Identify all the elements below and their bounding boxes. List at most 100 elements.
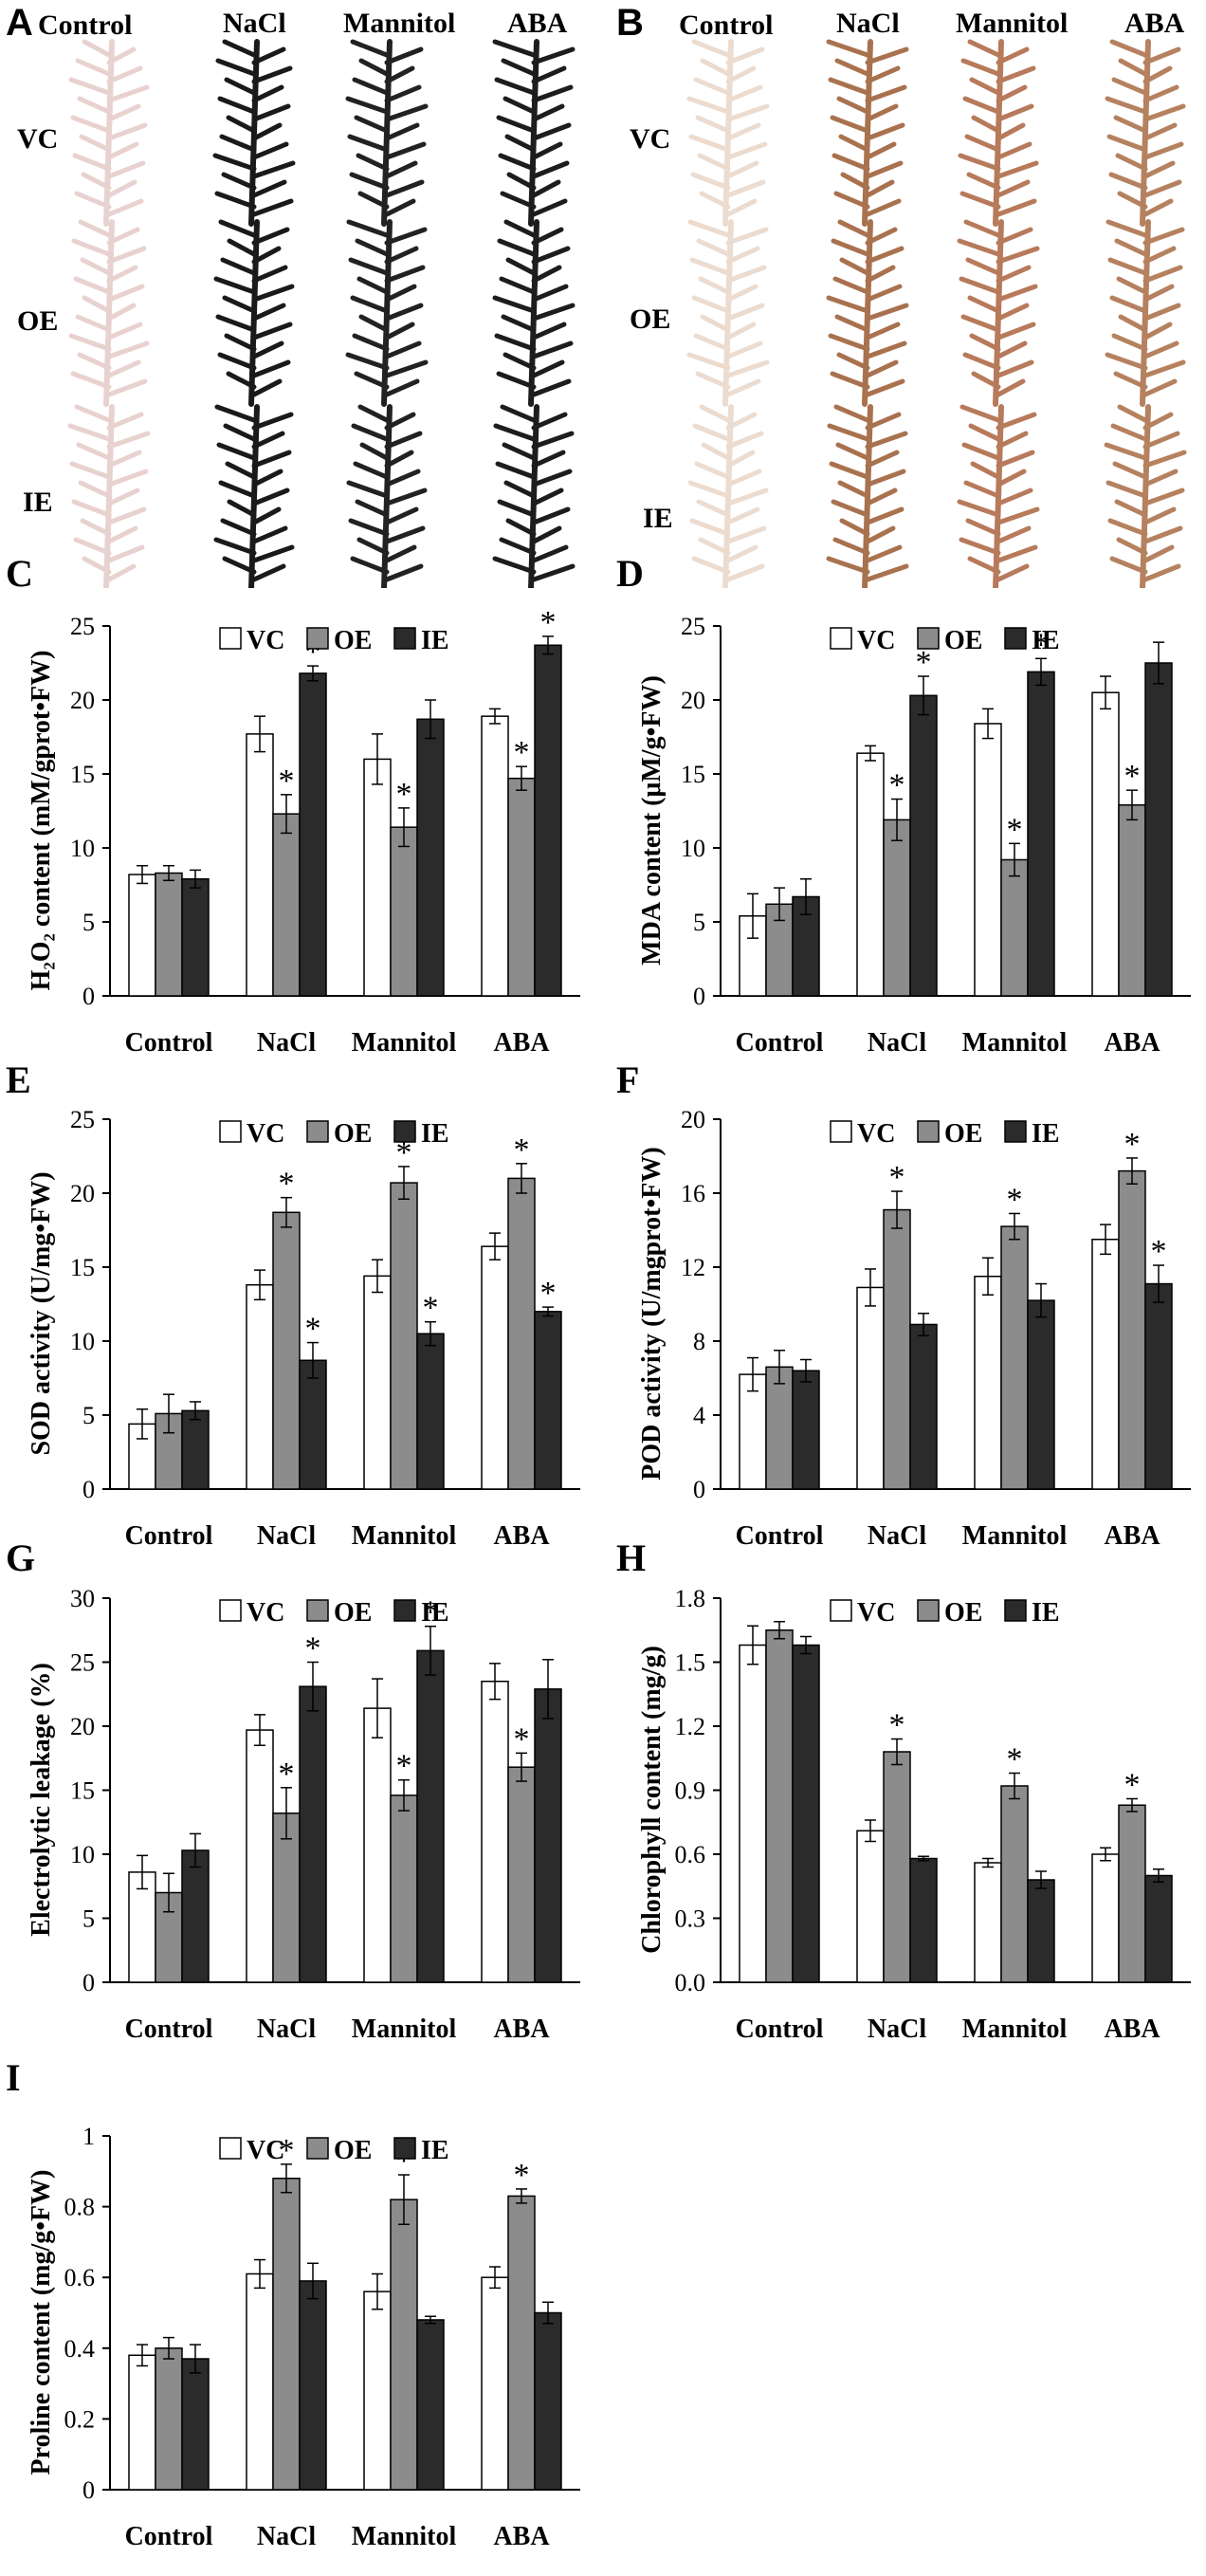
plant-B-vc-aba-leaf <box>1106 134 1148 153</box>
panel-i-letter: I <box>6 2056 21 2099</box>
plant-B-vc-control-leaf <box>725 103 770 122</box>
chart-h: H 0.0 0.3 0.6 0.9 1.2 1.5 1.8 Chlorophyll conten… <box>616 1536 1191 2044</box>
plant-B-ie-aba-leaf <box>1142 563 1181 582</box>
bar-ie-nacl <box>299 1359 327 1490</box>
plant-A-vc-nacl-leaf <box>251 179 287 198</box>
significance-star: * <box>1151 1234 1167 1269</box>
plant-A-ie-aba-leaf <box>531 563 576 582</box>
plant-A-oe-aba-leaf <box>497 238 537 257</box>
plant-A-vc-mannitol-leaf <box>384 141 427 160</box>
plant-B-vc-aba-leaf <box>1142 103 1186 122</box>
x-tick-label: Control <box>125 1028 213 1058</box>
plant-A-oe-mannitol-leaf <box>384 227 428 246</box>
significance-star: * <box>514 2158 530 2193</box>
plant-A-oe-aba-leaf <box>499 276 537 295</box>
plant-A-ie-control-leaf <box>76 442 112 461</box>
plant-A-oe-mannitol-leaf <box>350 295 390 314</box>
y-tick-label: 25 <box>70 613 95 640</box>
plant-B-ie-control-leaf <box>725 469 762 488</box>
bar-ie-mannitol <box>416 1649 445 1983</box>
plant-B-ie-control-leaf <box>698 537 731 556</box>
plant-B-vc-control-leaf <box>725 141 768 160</box>
bar-ie-nacl <box>909 1323 938 1490</box>
bar-vc-aba <box>1091 691 1120 997</box>
bar-oe-nacl <box>883 1208 911 1490</box>
significance-star: * <box>1124 1768 1141 1803</box>
plant-A-oe-aba-leaf <box>531 284 569 303</box>
plant-A-oe-mannitol-leaf <box>384 359 429 378</box>
plant-A-vc-nacl-leaf <box>212 153 257 172</box>
plant-A-ie-nacl-leaf <box>251 450 292 469</box>
plant-A-oe-aba-leaf <box>502 352 537 371</box>
plant-B-ie-mannitol-leaf <box>996 488 1033 506</box>
plant-B-vc-aba-leaf <box>1142 65 1173 84</box>
plant-A-vc-aba-leaf <box>531 141 563 160</box>
plant-B-oe-control-leaf <box>695 371 731 390</box>
plant-A-ie-control-leaf <box>106 412 144 431</box>
plant-B-vc-control-leaf <box>691 39 731 58</box>
plant-B-ie-aba-leaf <box>1142 431 1180 450</box>
plant-B-oe-control-leaf <box>725 284 758 303</box>
bar-vc-nacl <box>856 1286 885 1490</box>
plant-A-oe-control-leaf <box>106 340 150 359</box>
plant-B-oe-nacl-leaf <box>826 295 870 314</box>
plant-A-vc-aba-leaf <box>502 96 537 115</box>
plant-A-vc-mannitol-leaf <box>357 191 390 210</box>
plant-B-oe-nacl-leaf <box>834 314 870 333</box>
y-tick-label: 20 <box>70 1180 95 1207</box>
plant-B-oe-mannitol-leaf <box>963 219 1001 238</box>
plant-B-oe-nacl-leaf <box>865 265 896 284</box>
plant-B-oe-control <box>686 219 770 407</box>
legend-label-ie: IE <box>421 626 449 655</box>
plant-A-vc-nacl-leaf <box>251 198 294 217</box>
plant-A-ie-mannitol-leaf <box>355 499 390 518</box>
plant-B-vc-nacl-leaf <box>865 141 897 160</box>
y-axis-label: Chlorophyll content (mg/g) <box>637 1646 667 1954</box>
plant-A-oe-nacl-leaf <box>251 322 293 340</box>
plant-A-vc-mannitol-leaf <box>347 134 390 153</box>
plant-B-ie-mannitol-leaf <box>996 450 1035 469</box>
plant-A-oe-control-leaf <box>77 352 112 371</box>
plant-B-oe-mannitol-leaf <box>957 238 1001 257</box>
plant-B-vc-nacl <box>826 39 909 227</box>
y-tick-label: 16 <box>681 1180 705 1207</box>
legend-swatch-ie <box>1004 1599 1027 1622</box>
plant-B-vc-mannitol-leaf <box>964 134 1001 153</box>
plant-B-ie-aba <box>1104 404 1187 588</box>
significance-star: * <box>514 1721 530 1757</box>
bar-ie-nacl <box>909 694 938 997</box>
plant-A-vc-mannitol-leaf <box>384 84 422 103</box>
plant-B-vc-mannitol-leaf <box>996 141 1032 160</box>
plant-B-ie-nacl-leaf <box>827 423 870 442</box>
plant-A-vc-aba-leaf <box>492 39 537 58</box>
plant-B-vc-aba-leaf <box>1113 115 1148 134</box>
legend-label-vc: VC <box>247 626 284 655</box>
plant-A-oe-mannitol-leaf <box>384 322 415 340</box>
bar-vc-nacl <box>246 1729 274 1983</box>
plant-A-ie-nacl-leaf <box>225 461 257 480</box>
plant-B-ie-nacl-leaf <box>826 556 870 575</box>
plant-B-ie-nacl <box>826 404 909 588</box>
y-tick-label: 20 <box>681 1106 705 1133</box>
y-tick-label: 5 <box>693 909 705 936</box>
x-tick-label: Mannitol <box>962 1028 1068 1058</box>
legend-label-vc: VC <box>857 626 895 655</box>
legend-label-ie: IE <box>1032 626 1060 655</box>
plant-A-ie-aba-leaf <box>531 525 562 544</box>
plant-A-vc-nacl-leaf <box>214 191 257 210</box>
plant-A-vc-nacl-leaf <box>251 46 286 65</box>
panel-A-letter: A <box>6 2 33 44</box>
plant-A-oe-nacl-leaf <box>220 257 257 276</box>
plant-A-ie-aba <box>492 404 576 588</box>
legend-swatch-vc <box>219 1599 242 1622</box>
plant-B-oe-nacl-leaf <box>865 303 909 322</box>
plant-B-ie-aba-leaf <box>1142 506 1177 525</box>
plant-A-ie-nacl-leaf <box>218 480 257 499</box>
plant-A-ie-nacl-leaf <box>251 506 282 525</box>
legend-swatch-ie <box>393 1120 416 1143</box>
y-tick-label: 0.8 <box>64 2194 96 2221</box>
plant-A-vc-aba-leaf <box>531 160 570 179</box>
plant-A-ie-aba-leaf <box>505 518 537 537</box>
significance-star: * <box>279 2133 295 2168</box>
plant-B-oe-nacl-leaf <box>865 246 904 265</box>
